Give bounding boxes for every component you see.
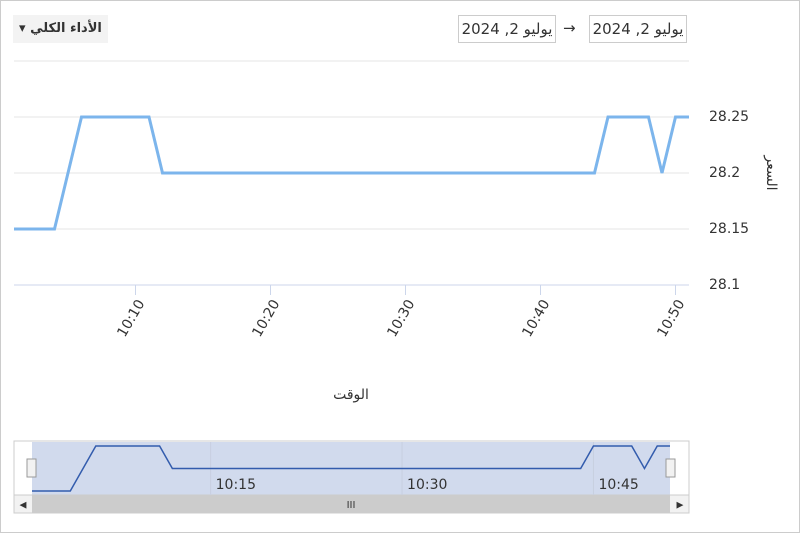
handle-right[interactable] — [665, 458, 676, 478]
y-tick-label: 28.2 — [709, 165, 740, 181]
navigator-tick-label: 10:15 — [216, 477, 256, 493]
navigator-tick-label: 10:45 — [598, 477, 638, 493]
scrollbar-thumb[interactable] — [32, 495, 670, 513]
y-tick-label: 28.25 — [709, 109, 749, 125]
y-axis-title: السعر — [763, 154, 779, 190]
x-axis-title: الوقت — [333, 387, 369, 403]
scroll-left[interactable]: ◀ — [20, 501, 27, 511]
navigator-line — [32, 445, 670, 492]
dropdown-label: الأداء الكلي — [30, 21, 102, 36]
x-tick-label: 10:10 — [114, 297, 148, 340]
range-arrow: → — [563, 19, 576, 37]
y-tick-label: 28.15 — [709, 221, 749, 237]
series-line — [14, 115, 689, 231]
handle-left[interactable] — [26, 458, 37, 478]
navigator-tick-label: 10:30 — [407, 477, 447, 493]
x-tick-label: 10:20 — [249, 297, 283, 340]
x-tick-label: 10:40 — [519, 297, 553, 340]
y-tick-label: 28.1 — [709, 277, 740, 293]
scrollbar-grip: III — [347, 500, 356, 511]
from-date[interactable]: يوليو 2, 2024 — [458, 15, 556, 43]
x-tick-label: 10:30 — [384, 297, 418, 340]
x-tick-label: 10:50 — [654, 297, 688, 340]
view-dropdown[interactable]: الأداء الكلي ▾ — [13, 15, 108, 43]
scroll-right[interactable]: ▶ — [677, 501, 684, 511]
to-date[interactable]: يوليو 2, 2024 — [589, 15, 687, 43]
